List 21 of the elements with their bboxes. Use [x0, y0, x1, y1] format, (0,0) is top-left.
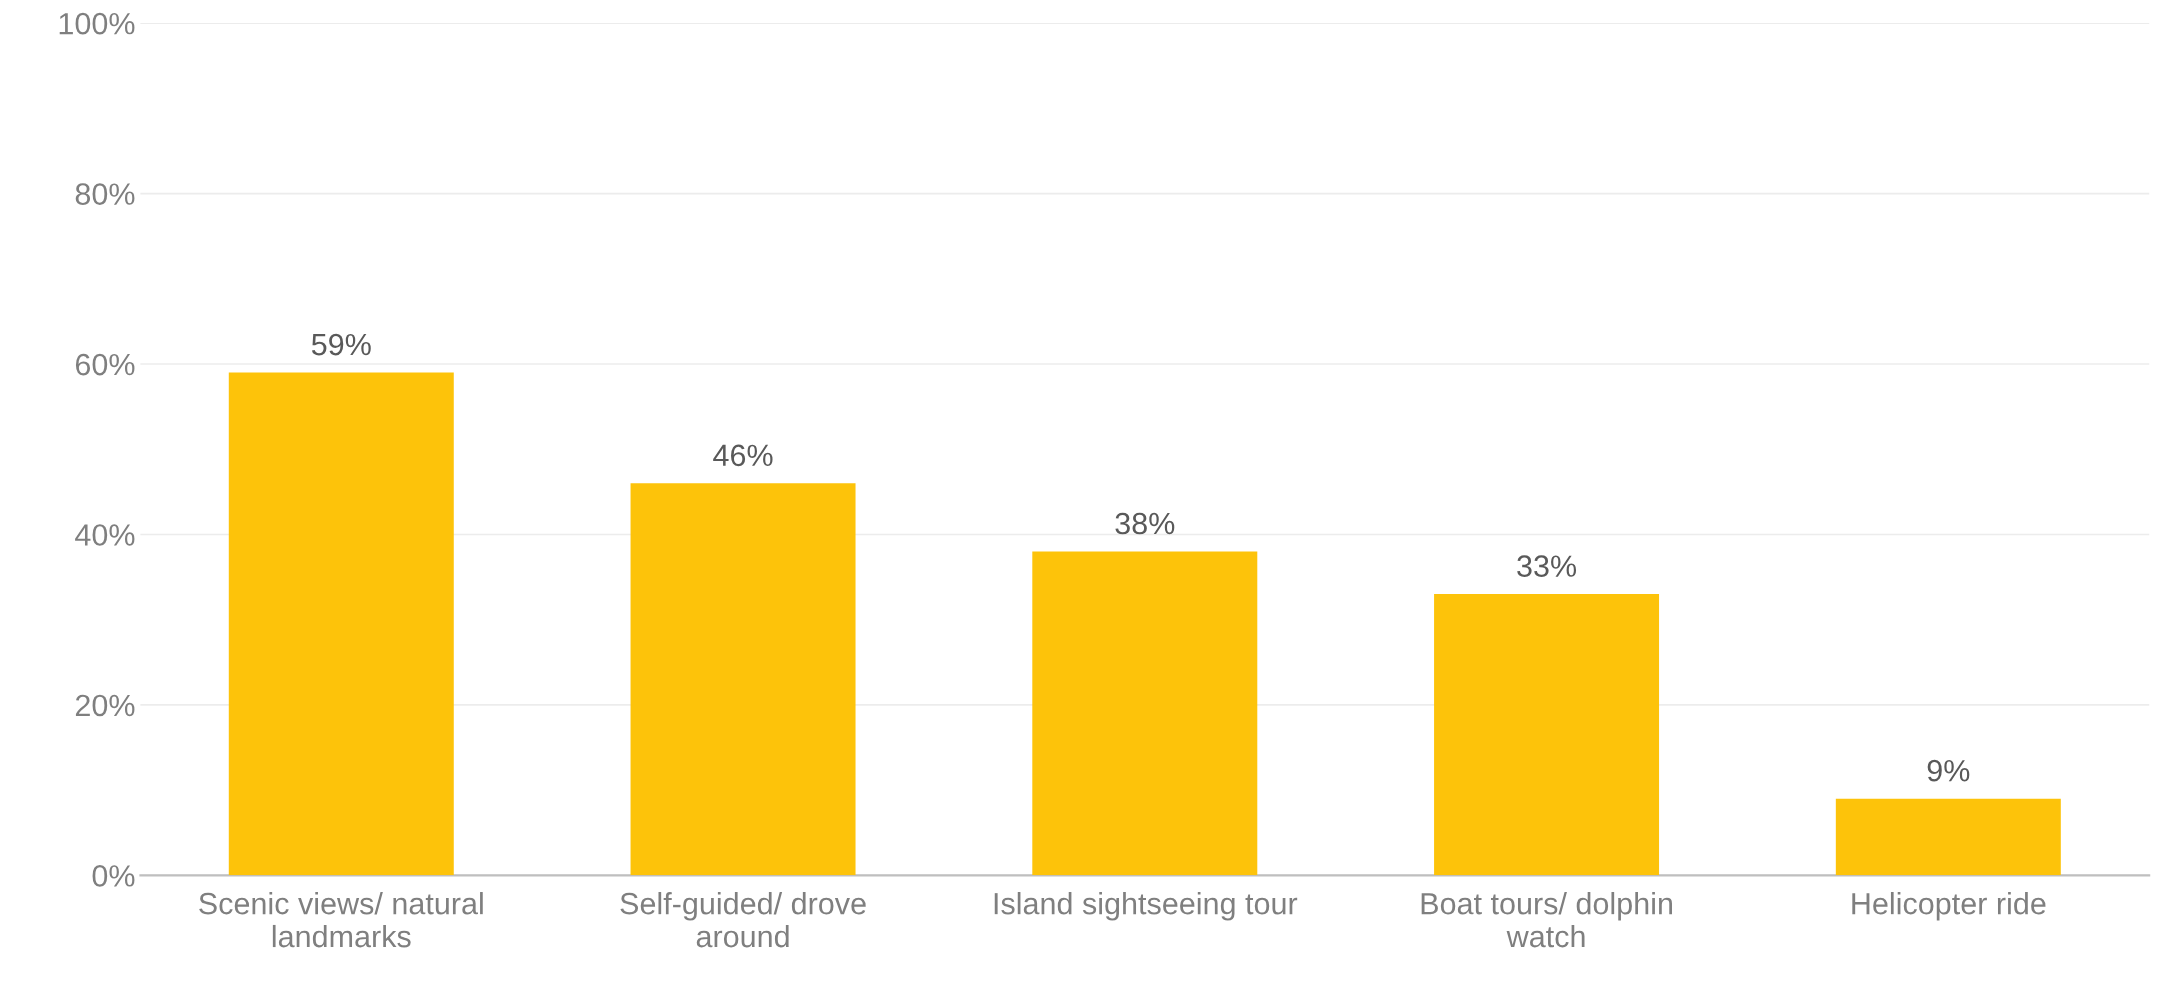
- y-tick-label: 100%: [59, 12, 135, 35]
- y-tick-label: 40%: [75, 524, 135, 546]
- x-tick-label: Helicopter ride: [1852, 892, 2046, 921]
- data-label: 46%: [713, 444, 773, 467]
- y-tick-label: 20%: [75, 694, 135, 717]
- y-tick-label: 60%: [75, 353, 135, 376]
- bar: [630, 483, 856, 876]
- data-label: 33%: [1517, 555, 1577, 577]
- data-label: 38%: [1115, 512, 1175, 535]
- bar: [228, 372, 454, 876]
- x-tick-label: Self-guided/ drove around: [620, 892, 866, 948]
- bar: [1434, 594, 1660, 876]
- data-label: 59%: [311, 333, 371, 356]
- bar: [1032, 551, 1258, 876]
- x-tick-label: Scenic views/ natural landmarks: [199, 892, 483, 948]
- data-label: 9%: [1927, 759, 1970, 782]
- x-tick-label: Boat tours/ dolphin watch: [1421, 892, 1672, 948]
- x-tick-label: Island sightseeing tour: [994, 892, 1298, 921]
- y-tick-label: 0%: [92, 865, 135, 887]
- bar: [1835, 798, 2061, 876]
- y-tick-label: 80%: [75, 183, 135, 205]
